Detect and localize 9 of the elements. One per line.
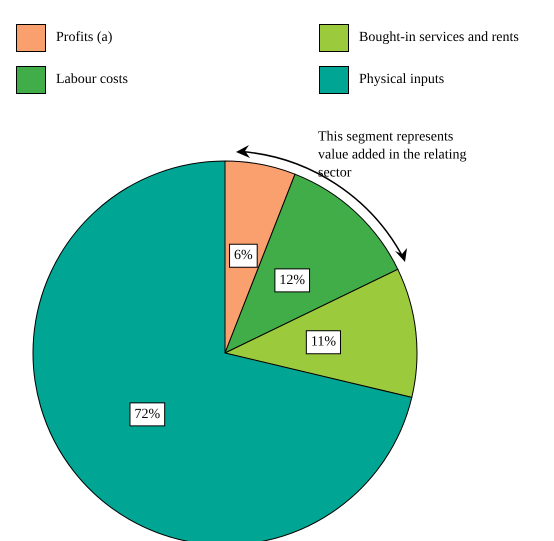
legend-label: Labour costs: [56, 72, 128, 88]
data-label: 11%: [310, 334, 336, 350]
data-label: 72%: [134, 406, 160, 422]
data-label: 12%: [279, 272, 306, 288]
legend-label: Profits (a): [56, 30, 112, 46]
data-label: 6%: [234, 248, 254, 264]
text: This segment represents value added in the relating sector: [318, 130, 470, 180]
legend-label: Bought-in services and rents: [359, 30, 519, 46]
legend-label: Physical inputs: [359, 72, 444, 88]
